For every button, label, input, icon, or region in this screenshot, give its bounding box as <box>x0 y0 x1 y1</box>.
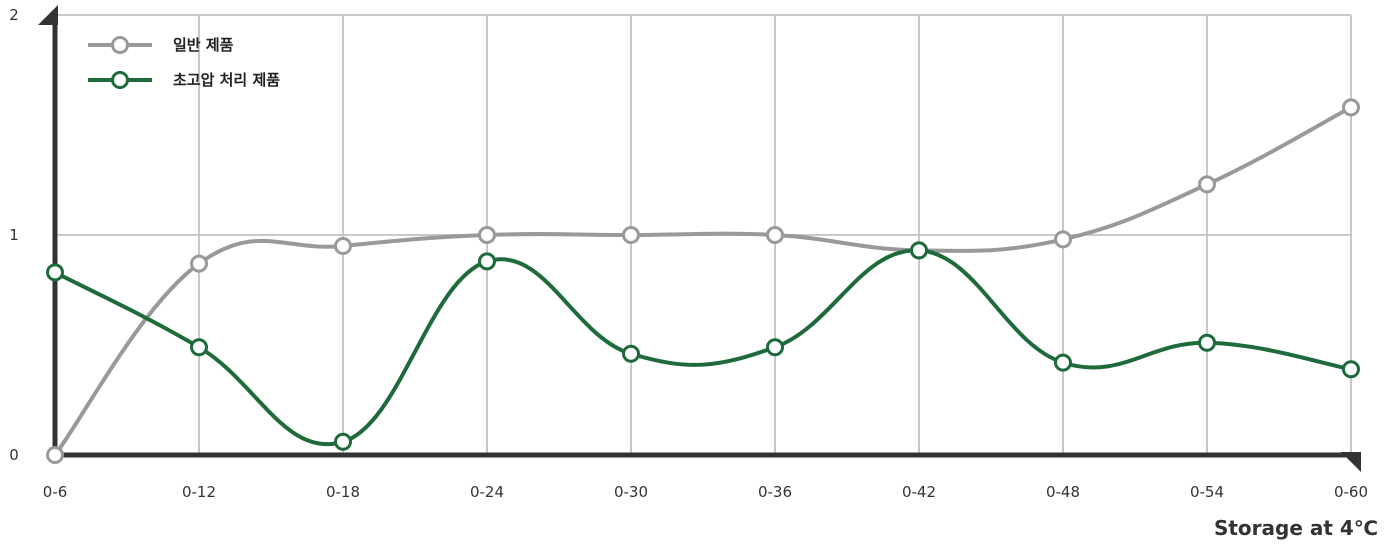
x-axis-label: Storage at 4℃ <box>1214 516 1378 540</box>
data-point-series-1 <box>766 226 784 244</box>
x-tick-label: 0-18 <box>326 483 360 501</box>
legend-label-1: 일반 제품 <box>173 36 234 54</box>
series-points <box>46 98 1360 464</box>
y-tick-label: 0 <box>9 446 19 464</box>
data-point-series-2 <box>1342 360 1360 379</box>
x-tick-label: 0-48 <box>1046 483 1080 501</box>
legend-marker-1 <box>111 36 129 54</box>
x-tick-label: 0-36 <box>758 483 792 501</box>
legend-label-2: 초고압 처리 제품 <box>173 71 280 89</box>
legend-marker-2 <box>111 71 129 89</box>
data-point-series-2 <box>766 338 784 357</box>
data-point-series-2 <box>334 432 352 451</box>
data-point-series-2 <box>1198 333 1216 352</box>
series-lines <box>53 105 1352 457</box>
data-point-series-2 <box>478 252 496 271</box>
data-point-series-2 <box>190 338 208 357</box>
y-tick-label: 1 <box>9 226 19 244</box>
data-point-series-2 <box>1054 353 1072 372</box>
data-point-series-1 <box>622 226 640 244</box>
data-point-series-1 <box>1198 175 1216 194</box>
axes <box>38 5 1361 472</box>
x-tick-label: 0-42 <box>902 483 936 501</box>
x-tick-label: 0-60 <box>1334 483 1368 501</box>
data-point-series-2 <box>910 241 928 260</box>
y-axis-arrow <box>38 5 58 25</box>
data-point-series-1 <box>1342 98 1360 117</box>
data-point-series-2 <box>46 263 64 282</box>
x-tick-label: 0-12 <box>182 483 216 501</box>
x-axis-arrow <box>1341 452 1361 472</box>
data-point-series-1 <box>334 237 352 255</box>
y-tick-labels: 0 1 2 <box>9 6 19 464</box>
series-line-2 <box>54 248 1352 447</box>
data-point-series-1 <box>190 254 208 273</box>
data-point-series-1 <box>1054 230 1072 249</box>
x-tick-label: 0-6 <box>43 483 68 501</box>
x-tick-label: 0-30 <box>614 483 648 501</box>
data-point-series-1 <box>478 226 496 244</box>
data-point-series-1 <box>46 446 64 464</box>
x-tick-label: 0-24 <box>470 483 504 501</box>
x-tick-labels: 0-6 0-12 0-18 0-24 0-30 0-36 0-42 0-48 0-54 0-60 <box>43 483 1368 501</box>
data-point-series-2 <box>622 344 640 363</box>
y-tick-label: 2 <box>9 6 19 24</box>
series-line-1 <box>53 105 1352 457</box>
x-tick-label: 0-54 <box>1190 483 1224 501</box>
